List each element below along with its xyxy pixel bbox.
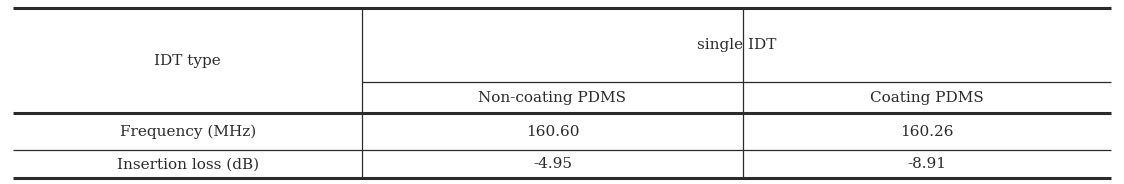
Text: single IDT: single IDT — [697, 38, 776, 52]
Text: Insertion loss (dB): Insertion loss (dB) — [117, 157, 259, 171]
Text: -8.91: -8.91 — [907, 157, 946, 171]
Text: 160.26: 160.26 — [900, 125, 953, 139]
Text: 160.60: 160.60 — [526, 125, 579, 139]
Text: Non-coating PDMS: Non-coating PDMS — [479, 91, 626, 105]
Text: IDT type: IDT type — [154, 54, 221, 68]
Text: -4.95: -4.95 — [533, 157, 572, 171]
Text: Coating PDMS: Coating PDMS — [870, 91, 984, 105]
Text: Frequency (MHz): Frequency (MHz) — [119, 124, 256, 139]
